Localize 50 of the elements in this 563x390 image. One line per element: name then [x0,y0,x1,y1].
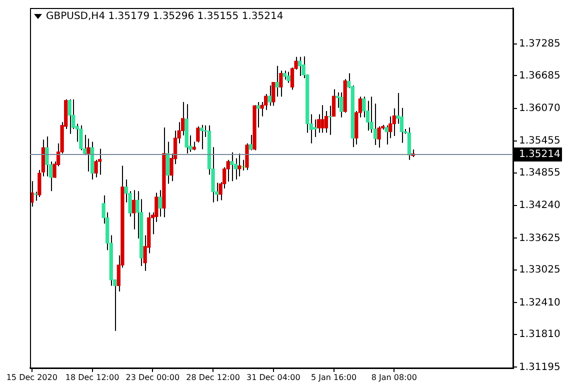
candlestick [392,108,396,136]
candlestick [98,148,102,176]
y-tick-label: 1.34855 [519,167,560,178]
candlestick [286,71,290,84]
x-tick-label: 5 Jan 16:00 [310,372,357,382]
candlestick [366,100,370,132]
candlestick [320,104,324,134]
candlestick [94,159,98,178]
candlestick [272,82,276,106]
candlestick [196,126,200,143]
candlestick [86,138,90,172]
y-tick-label: 1.33025 [519,264,560,276]
candlestick [328,105,332,136]
y-tick-label: 1.31195 [519,362,560,373]
candlestick [132,190,136,230]
x-tick-label: 8 Jan 08:00 [371,372,417,382]
candlestick [68,98,72,134]
candlestick [279,70,283,98]
candlestick [72,98,76,130]
y-tick-label: 1.36070 [519,102,560,114]
candlestick [268,85,272,106]
candlestick [158,190,162,218]
y-tick-label: 1.36685 [519,70,560,82]
x-tick-label: 15 Dec 2020 [6,372,58,382]
candlestick [200,124,204,150]
candlestick [313,119,317,138]
candlestick [316,114,320,134]
candlestick [79,124,83,151]
candlestick [407,126,412,160]
y-tick-label: 1.31810 [519,329,560,340]
candlestick [339,92,344,118]
candlestick [282,70,287,80]
candlestick [166,141,170,184]
chart-title: GBPUSD,H4 1.35179 1.35296 1.35155 1.35214 [46,11,284,22]
candlestick [45,136,49,177]
x-tick-label: 23 Dec 00:00 [126,372,180,382]
y-tick-label: 1.32410 [519,297,560,308]
x-tick-label: 31 Dec 04:00 [246,372,300,382]
x-tick-label: 28 Dec 12:00 [186,372,240,382]
x-tick-label: 18 Dec 12:00 [65,372,120,382]
candlestick [238,152,242,177]
y-tick-label: 1.34240 [519,200,560,212]
y-tick-label: 1.33625 [519,232,560,244]
y-tick-label: 1.37285 [519,38,560,50]
candlestick [245,142,249,170]
candlestick [230,152,234,182]
candlestick [275,65,279,98]
y-tick-label: 1.35455 [519,136,560,147]
candlestick [384,124,388,145]
ref-line-label: 1.35214 [519,149,560,160]
